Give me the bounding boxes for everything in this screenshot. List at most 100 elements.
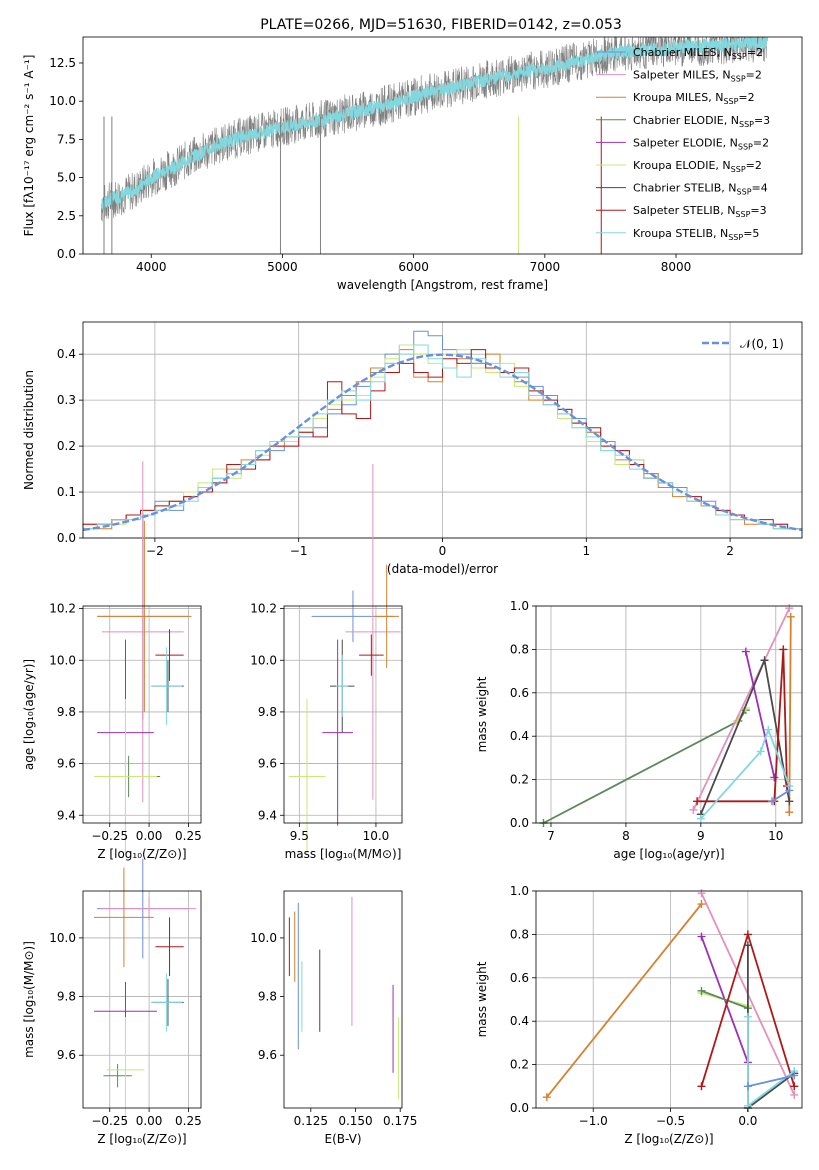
spectrum-plot-area: [100, 37, 769, 254]
weight-point: [756, 747, 765, 756]
y-tick-label: 2.5: [57, 209, 76, 223]
y-tick-label: 1.0: [510, 599, 529, 613]
y-tick-label: 9.6: [57, 757, 76, 771]
axes-frame: [283, 605, 403, 824]
model-line-kroupa-stelib: [100, 37, 769, 211]
weight-point: [693, 797, 702, 806]
y-tick-label: 0.0: [510, 816, 529, 830]
axes-frame: [82, 605, 202, 824]
y-tick-label: 10.0: [49, 653, 76, 667]
legend-entry: Kroupa ELODIE, NSSP=2: [633, 159, 762, 174]
y-tick-label: 0.6: [510, 686, 529, 700]
weight-point: [696, 814, 705, 823]
axes-frame: [283, 890, 403, 1109]
y-axis-label: mass weight: [475, 961, 489, 1037]
y-tick-label: 0.0: [57, 531, 76, 545]
weight-point: [770, 773, 779, 782]
y-tick-label: 0.6: [510, 971, 529, 985]
mass-weight-vs-Z-panel: −1.0 −0.5 0.0 0.0 0.2 0.4 0.6 0.8 1.0 Z [log₁₀(Z/…: [475, 884, 803, 1146]
y-tick-label: 10.2: [250, 602, 277, 616]
weight-point: [790, 1082, 799, 1091]
x-axis-label: Z [log₁₀(Z/Z⊙)]: [97, 1132, 186, 1146]
weight-point: [743, 930, 752, 939]
x-axis-label: mass [log₁₀(M/M⊙)]: [285, 847, 402, 861]
weight-point: [697, 932, 706, 941]
y-tick-label: 9.8: [57, 705, 76, 719]
x-tick-label: −0.25: [91, 1114, 128, 1128]
y-tick-label: 9.4: [258, 808, 277, 822]
legend-entry: Kroupa MILES, NSSP=2: [633, 91, 755, 106]
axes-frame: [535, 890, 803, 1109]
x-axis-label: age [log₁₀(age/yr)]: [613, 847, 724, 861]
x-tick-label: 0.25: [175, 1114, 202, 1128]
gaussian-curve: [82, 353, 803, 532]
x-axis-label: wavelength [Angstrom, rest frame]: [337, 278, 548, 292]
gaussian-legend-label: 𝒩(0, 1): [740, 337, 784, 351]
x-tick-label: 7000: [530, 260, 561, 274]
spectrum-legend: Chabrier MILES, NSSP=2 Salpeter MILES, NS…: [596, 46, 770, 242]
y-tick-label: 0.0: [510, 1101, 529, 1115]
y-tick-label: 0.3: [57, 393, 76, 407]
x-axis-label: E(B-V): [324, 1132, 361, 1146]
weight-point: [743, 1082, 752, 1091]
weight-point: [768, 797, 777, 806]
x-tick-label: 2: [726, 544, 734, 558]
y-tick-label: 0.0: [57, 247, 76, 261]
y-tick-label: 0.2: [57, 439, 76, 453]
weight-series-line: [747, 945, 795, 1110]
weight-point: [764, 725, 773, 734]
weight-series-line: [697, 649, 788, 803]
weight-point: [689, 805, 698, 814]
spectrum-panel: 4000 5000 6000 7000 8000 0.0 2.5 5.0 7.5 10.0 12.5…: [22, 36, 803, 292]
y-tick-label: 0.2: [510, 1058, 529, 1072]
y-tick-label: 12.5: [49, 56, 76, 70]
x-tick-label: 7: [547, 829, 555, 843]
y-axis-label: Flux [fλ10⁻¹⁷ erg cm⁻² s⁻¹ A⁻¹]: [22, 55, 36, 237]
weight-point: [542, 1093, 551, 1102]
y-tick-label: 5.0: [57, 171, 76, 185]
x-tick-label: 9.5: [290, 829, 309, 843]
y-tick-label: 10.0: [49, 94, 76, 108]
x-tick-label: 10: [768, 829, 783, 843]
legend-entry: Salpeter STELIB, NSSP=3: [633, 204, 767, 219]
x-tick-label: 0.25: [175, 829, 202, 843]
x-tick-label: 5000: [267, 260, 298, 274]
legend-entry: Chabrier ELODIE, NSSP=3: [633, 114, 770, 129]
x-tick-label: −0.25: [91, 829, 128, 843]
x-tick-label: 10.0: [363, 829, 390, 843]
x-tick-label: 8000: [661, 260, 692, 274]
mass-vs-Z-panel: −0.25 0.00 0.25 9.6 9.8 10.0 Z [log₁₀(Z/Z⊙)] ma…: [22, 858, 202, 1146]
y-tick-label: 0.4: [510, 1014, 529, 1028]
x-tick-label: 0.00: [136, 829, 163, 843]
weight-point: [697, 889, 706, 898]
axes-frame: [82, 890, 202, 1109]
x-tick-label: 0.125: [294, 1114, 328, 1128]
y-axis-label: Normed distribution: [22, 370, 36, 490]
x-tick-label: 0.150: [338, 1114, 372, 1128]
x-tick-label: 0.175: [383, 1114, 417, 1128]
x-tick-label: 8: [622, 829, 630, 843]
age-vs-Z-panel: −0.25 0.00 0.25 9.4 9.6 9.8 10.0 10.2 Z [log₁₀(Z…: [22, 461, 202, 861]
weight-point: [790, 1071, 799, 1080]
weight-series-line: [700, 727, 791, 820]
x-tick-label: 0: [439, 544, 447, 558]
y-tick-label: 9.8: [258, 705, 277, 719]
weight-point: [779, 645, 788, 654]
axes-frame: [535, 605, 803, 824]
x-tick-label: −2: [146, 544, 164, 558]
y-tick-label: 10.2: [49, 602, 76, 616]
y-tick-label: 9.6: [258, 1048, 277, 1062]
legend-entry: Chabrier STELIB, NSSP=4: [633, 182, 768, 197]
y-tick-label: 0.8: [510, 927, 529, 941]
x-tick-label: 4000: [136, 260, 167, 274]
y-tick-label: 9.6: [57, 1048, 76, 1062]
y-tick-label: 1.0: [510, 884, 529, 898]
x-axis-label: Z [log₁₀(Z/Z⊙)]: [624, 1132, 713, 1146]
axes-frame: [82, 321, 803, 539]
mass-weight-vs-age-panel: 7 8 9 10 0.0 0.2 0.4 0.6 0.8 1.0 age [log₁₀(age/yr…: [475, 599, 803, 861]
x-tick-label: 9: [697, 829, 705, 843]
weight-point: [760, 656, 769, 665]
x-axis-label: (data-model)/error: [387, 562, 498, 576]
x-tick-label: 6000: [398, 260, 429, 274]
